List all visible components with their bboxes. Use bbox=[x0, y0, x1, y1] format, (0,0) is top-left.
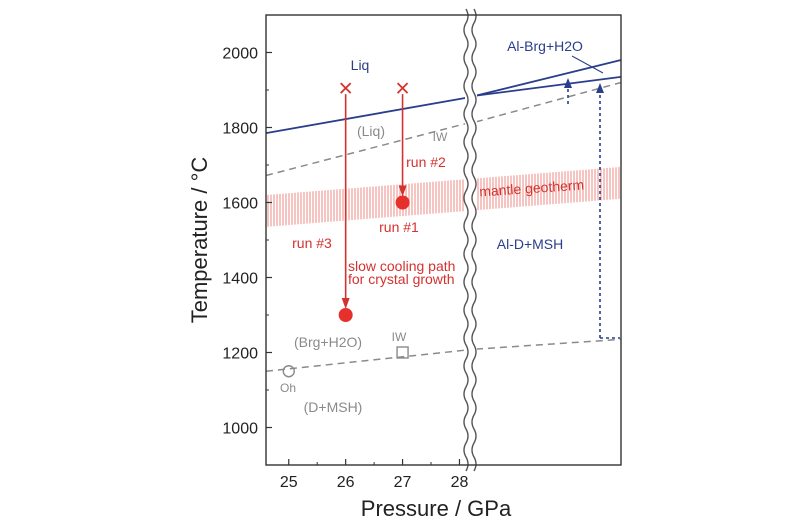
label-al-brg-h2o: Al-Brg+H2O bbox=[507, 38, 583, 54]
right-upper-boundary bbox=[475, 59, 622, 97]
label-oh: Oh bbox=[280, 381, 296, 395]
end-dot-marker-1 bbox=[338, 308, 353, 322]
al-brg-leader bbox=[571, 55, 604, 74]
label-iw-lower: IW bbox=[392, 330, 407, 344]
label-liq-paren: (Liq) bbox=[357, 123, 385, 139]
run-paths bbox=[341, 94, 407, 309]
y-axis-title: Temperature / °C bbox=[187, 157, 212, 324]
label-liq: Liq bbox=[351, 57, 370, 73]
label-d-msh: (D+MSH) bbox=[304, 399, 363, 415]
label-slow-cooling: slow cooling path bbox=[348, 258, 455, 274]
label-run2: run #2 bbox=[406, 154, 446, 170]
end-dot-marker-0 bbox=[395, 195, 410, 210]
label-run1: run #1 bbox=[379, 219, 419, 235]
label-crystal-growth: for crystal growth bbox=[348, 271, 455, 287]
right-iw-upper bbox=[475, 81, 622, 123]
run-markers bbox=[282, 82, 410, 378]
y-tick-label-1: 1200 bbox=[222, 346, 258, 363]
arrow-long-head bbox=[596, 83, 604, 93]
series-line-2 bbox=[265, 349, 469, 372]
right-iw-lower bbox=[475, 338, 622, 350]
label-iw-upper: IW bbox=[433, 130, 448, 144]
series-line-0 bbox=[265, 96, 469, 135]
x-tick-label-1: 26 bbox=[337, 474, 355, 491]
open-circle-marker bbox=[282, 365, 295, 378]
x-tick-label-2: 27 bbox=[394, 474, 412, 491]
run-arrowhead-0 bbox=[398, 185, 407, 197]
start-x-marker-0b bbox=[340, 82, 352, 94]
right-lower-boundary bbox=[475, 75, 622, 97]
y-tick-label-2: 1400 bbox=[222, 271, 258, 288]
run-arrowhead-1 bbox=[341, 298, 350, 309]
mantle-geotherm-band bbox=[267, 167, 620, 227]
series-line-1 bbox=[265, 122, 469, 177]
label-al-d-msh: Al-D+MSH bbox=[497, 236, 564, 252]
y-tick-label-4: 1800 bbox=[222, 121, 258, 138]
y-tick-label-0: 1000 bbox=[222, 421, 258, 438]
arrow-short-head bbox=[564, 78, 572, 88]
x-tick-label-3: 28 bbox=[451, 474, 469, 491]
y-tick-label-3: 1600 bbox=[222, 196, 258, 213]
open-square-marker bbox=[396, 346, 409, 359]
y-tick-label-5: 2000 bbox=[222, 46, 258, 63]
break-gap bbox=[465, 7, 477, 473]
label-run3: run #3 bbox=[292, 235, 332, 251]
axis-break bbox=[463, 8, 477, 472]
start-x-marker-1b bbox=[396, 82, 409, 94]
label-mantle-geotherm: mantle geotherm bbox=[479, 177, 585, 200]
label-brg-h2o: (Brg+H2O) bbox=[294, 334, 362, 350]
phase-boundary-lines bbox=[265, 7, 622, 473]
axis-ticks: 25 26 27 28 1000 1200 1400 1600 1800 2000 bbox=[222, 46, 468, 492]
x-axis-title: Pressure / GPa bbox=[361, 496, 512, 521]
x-tick-label-0: 25 bbox=[280, 474, 298, 491]
